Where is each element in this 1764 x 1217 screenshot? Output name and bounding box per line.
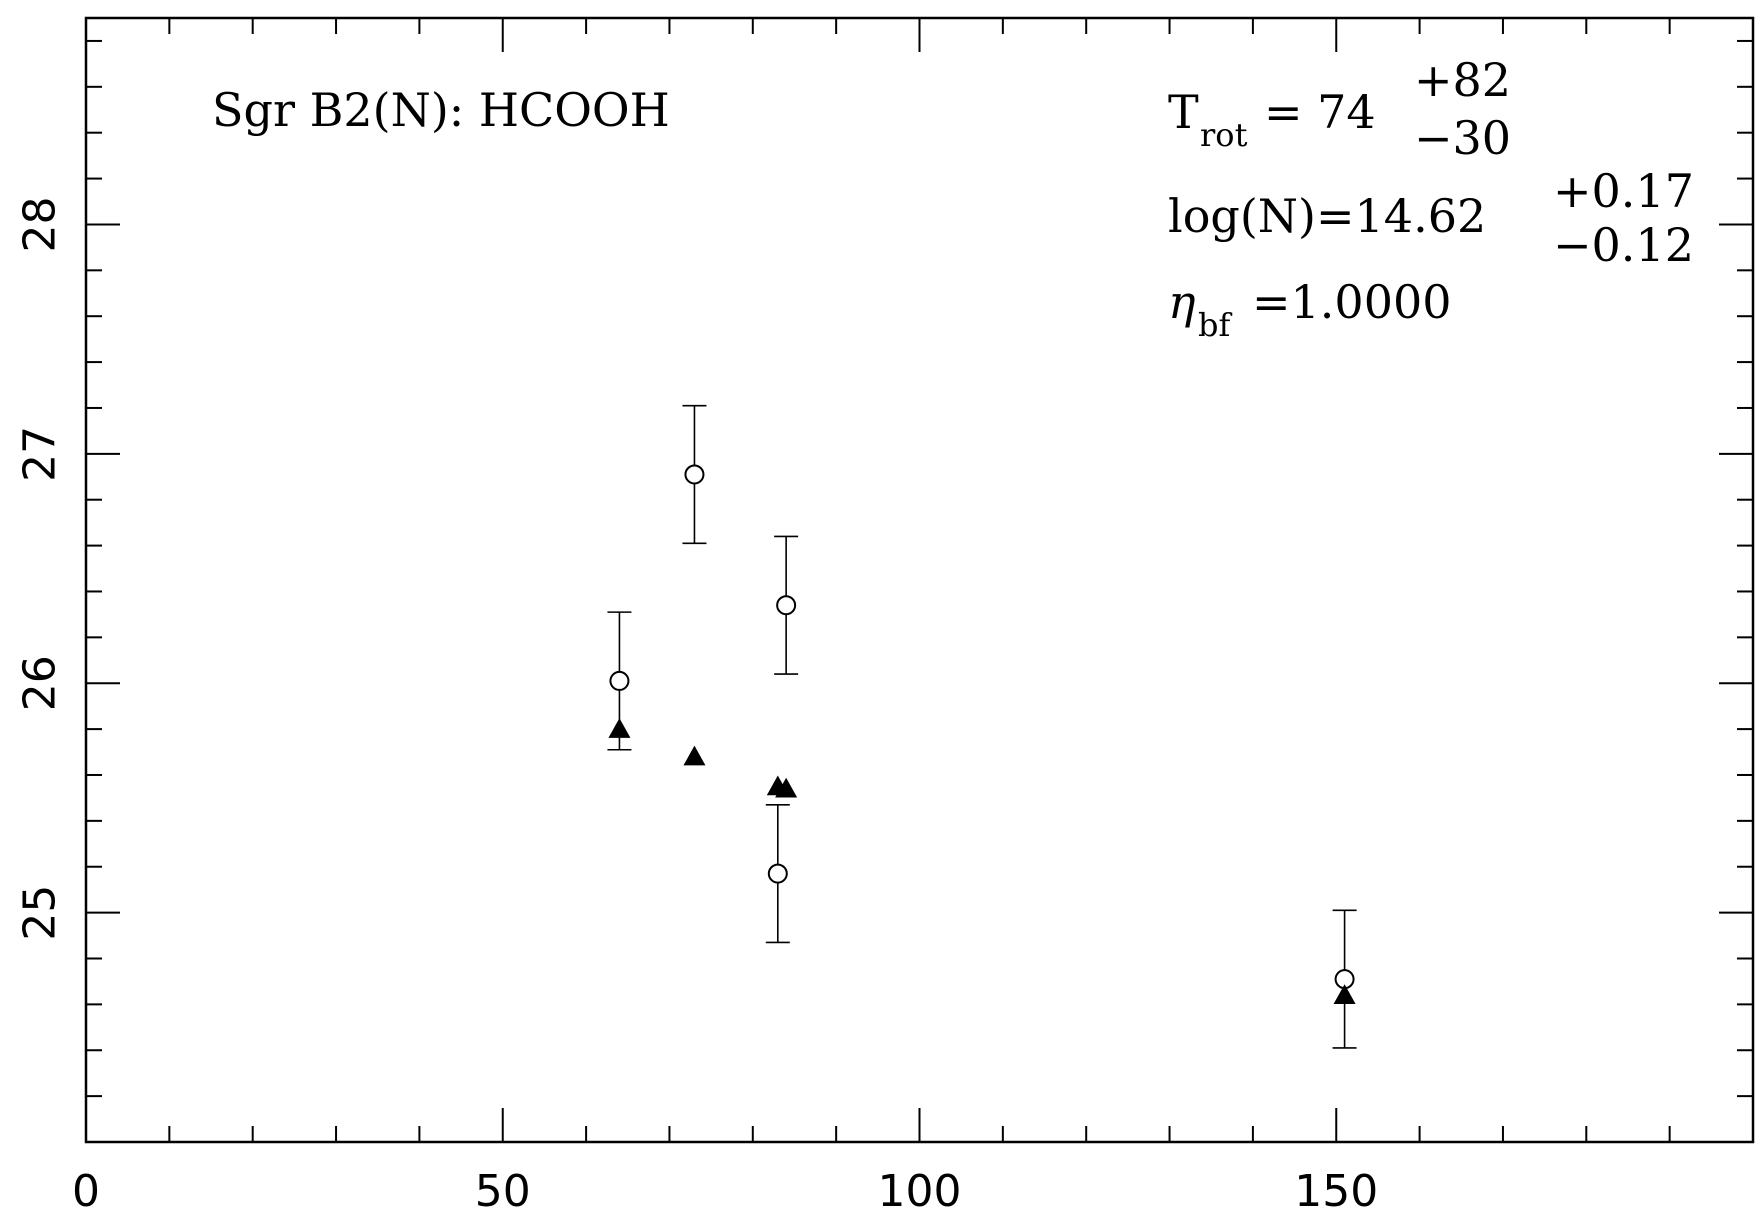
trot-plus-error: +82 [1414, 53, 1511, 107]
data-marks [607, 404, 1357, 1049]
open-circle-point [767, 863, 788, 884]
filled-triangle-point [683, 745, 706, 766]
trot-minus-error: −30 [1414, 111, 1511, 165]
filled-triangle-point [1333, 984, 1356, 1004]
y-tick-label: 27 [15, 426, 66, 482]
plot-frame [84, 16, 1755, 1144]
logn-minus-error: −0.12 [1553, 218, 1694, 272]
x-tick-label: 100 [878, 1166, 962, 1217]
open-circle-point [684, 464, 705, 485]
logn-plus-error: +0.17 [1553, 164, 1694, 218]
axis-ticks [86, 18, 1753, 1142]
eta-subscript: bf [1198, 306, 1232, 344]
x-tick-label: 0 [72, 1166, 100, 1217]
y-tick-label: 25 [15, 885, 66, 941]
eta-annotation: η bf =1.0000 [1168, 275, 1452, 344]
eta-symbol: η [1168, 275, 1196, 329]
x-tick-label: 50 [475, 1166, 531, 1217]
trot-value: = 74 [1264, 85, 1376, 139]
trot-annotation: T rot = 74 +82 −30 [1168, 53, 1511, 165]
logn-annotation: log(N)=14.62 +0.17 −0.12 [1168, 164, 1694, 272]
filled-triangle-point [608, 718, 631, 738]
y-tick-label: 28 [15, 196, 66, 252]
x-tick-label: 150 [1294, 1166, 1378, 1217]
y-tick-label: 26 [15, 655, 66, 711]
tick-labels: 0 50 100 150 25 26 27 28 [15, 196, 1379, 1217]
open-circle-point [776, 595, 797, 616]
chart-title: Sgr B2(N): HCOOH [212, 83, 670, 137]
filled-triangle-point [775, 777, 798, 798]
trot-subscript: rot [1200, 116, 1248, 154]
eta-value: =1.0000 [1252, 275, 1452, 329]
logn-value: log(N)=14.62 [1168, 189, 1486, 243]
open-circle-point [609, 670, 630, 691]
trot-symbol: T [1168, 85, 1199, 139]
